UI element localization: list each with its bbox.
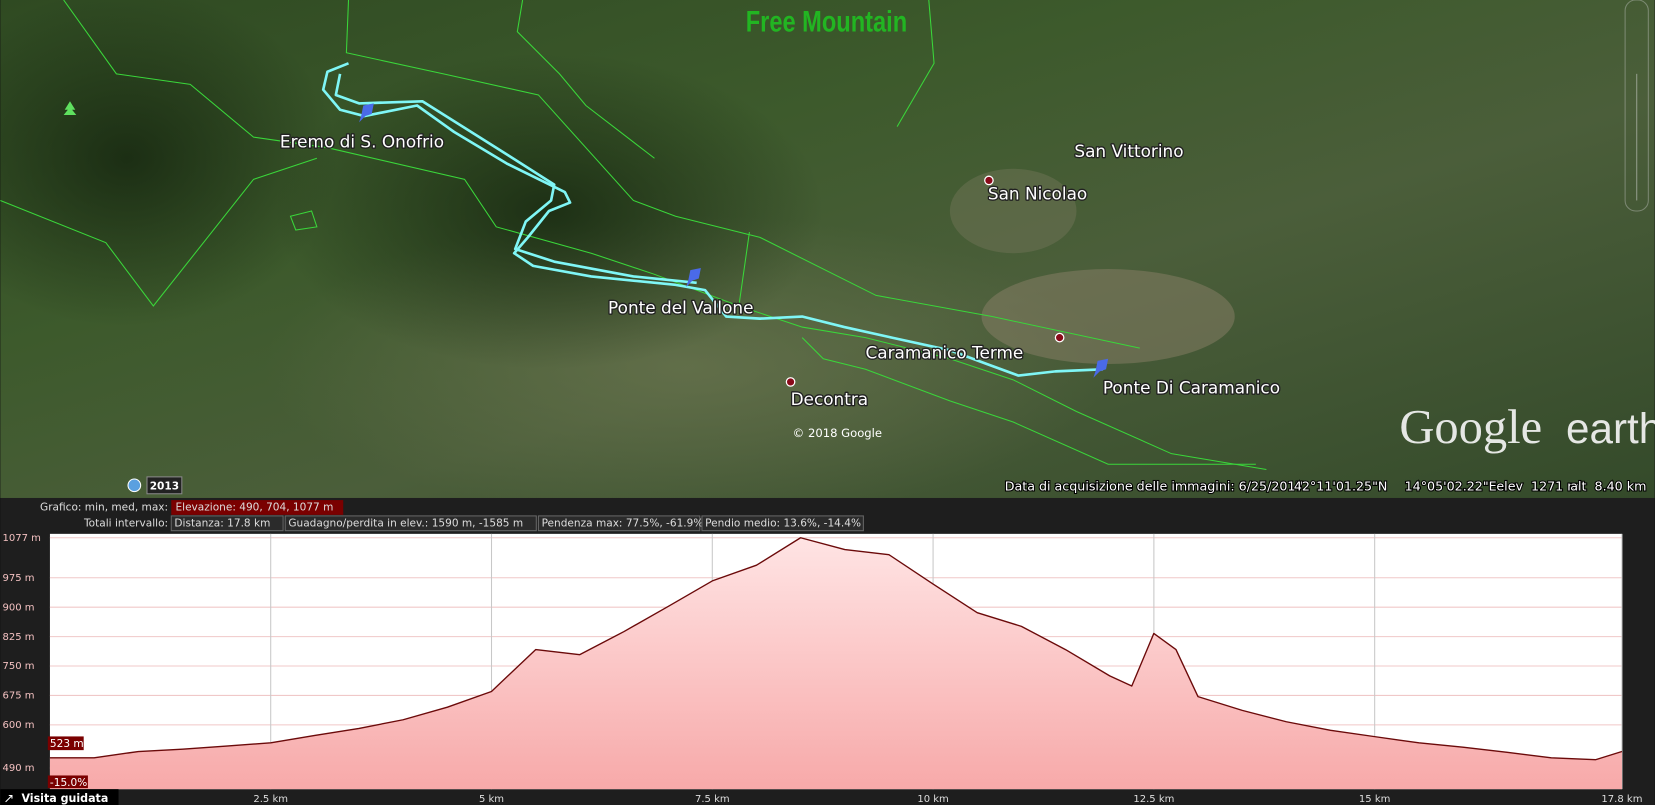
pin[interactable]: [686, 267, 701, 287]
x-tick-label: 10 km: [917, 794, 948, 805]
info-value: Pendio medio: 13.6%, -14.4%: [705, 517, 861, 529]
place-label[interactable]: Caramanico Terme: [864, 341, 1024, 364]
place-label[interactable]: San Vittorino: [1073, 140, 1185, 163]
y-tick-label: 900 m: [2, 602, 34, 613]
x-tick-label: 15 km: [1359, 794, 1391, 805]
y-tick-label: 975 m: [2, 573, 34, 584]
x-tick-label: 2.5 km: [253, 794, 288, 805]
imagery-date: Data di acquisizione delle immagini: 6/2…: [1005, 479, 1304, 494]
place-label[interactable]: Decontra: [789, 388, 869, 411]
boundaries: [0, 0, 1267, 471]
map-view[interactable]: Free Mountain Eremo di S. Onofrio Ponte …: [0, 0, 1655, 539]
info-value: Guadagno/perdita in elev.: 1590 m, -1585…: [288, 517, 523, 529]
place-dots: [785, 175, 1065, 387]
place-label[interactable]: San Nicolao: [987, 182, 1089, 205]
nav-controls[interactable]: [1624, 0, 1649, 212]
y-tick-label: 675 m: [2, 691, 34, 702]
place-label[interactable]: Ponte del Vallone: [607, 296, 755, 319]
history-icon[interactable]: [127, 478, 142, 493]
cursor-slope: -15.0%: [50, 777, 87, 789]
terrain: [0, 0, 338, 328]
info-box: [284, 515, 537, 532]
info-value: Pendenza max: 77.5%, -61.9%: [542, 517, 704, 529]
altitude: alt 8.40 km: [1570, 479, 1646, 494]
year-box[interactable]: [146, 476, 183, 495]
x-tick-label: 12.5 km: [1133, 794, 1174, 805]
copyright: © 2018 Google: [793, 426, 882, 440]
tour-button[interactable]: [0, 789, 119, 805]
tour-icon: [5, 794, 13, 803]
pin[interactable]: [1093, 358, 1109, 378]
info-box: [537, 515, 701, 532]
logo: Google: [1399, 401, 1542, 454]
zoom-slider[interactable]: [1624, 0, 1649, 212]
y-tick-label: 1077 m: [2, 533, 40, 544]
elevation: elev 1271 m: [1496, 479, 1579, 494]
town-area: [949, 168, 1077, 254]
cursor-elevation: 523 m: [50, 738, 84, 750]
y-tick-label: 825 m: [2, 632, 34, 643]
cursor-box: [47, 775, 88, 789]
place-dot: [984, 175, 994, 186]
y-tick-label: 490 m: [2, 763, 34, 774]
town-area: [981, 269, 1235, 364]
info-label: Grafico: min, med, max:: [40, 502, 168, 514]
longitude: 14°05'02.22"E: [1405, 479, 1497, 494]
x-tick-label: 17.8 km: [1601, 794, 1642, 805]
x-tick-label: 7.5 km: [695, 794, 730, 805]
info-box: [701, 515, 864, 532]
place-label[interactable]: Eremo di S. Onofrio: [279, 130, 446, 153]
info-label: Totali intervallo:: [83, 517, 168, 529]
place-dot: [785, 377, 796, 387]
info-value: Elevazione: 490, 704, 1077 m: [175, 502, 333, 514]
cursor-box: [47, 736, 84, 751]
map-title: Free Mountain: [746, 5, 907, 38]
elevation-area: [49, 537, 1622, 790]
year-label[interactable]: 2013: [150, 481, 179, 493]
gps-track: [321, 62, 1103, 377]
logo: earth: [1566, 405, 1655, 452]
y-tick-label: 600 m: [2, 720, 34, 731]
y-tick-label: 750 m: [2, 661, 34, 672]
info-box: [171, 500, 344, 515]
profile-chart: 490 m 600 m 675 m 750 m 825 m 900 m 975 m 1077 …: [2, 533, 1642, 805]
place-label[interactable]: Ponte Di Caramanico: [1102, 376, 1282, 399]
elevation-line: [49, 537, 1623, 761]
latitude: 42°11'01.25"N: [1294, 479, 1388, 494]
tour-button-label[interactable]: Visita guidata: [21, 792, 108, 805]
x-tick-label: 5 km: [479, 794, 504, 805]
info-box: [170, 515, 284, 532]
elevation-profile-panel: Grafico: min, med, max: Elevazione: 490,…: [0, 497, 1655, 805]
tree-icon: [63, 101, 77, 115]
info-value: Distanza: 17.8 km: [174, 517, 270, 529]
place-dot: [1054, 332, 1065, 343]
